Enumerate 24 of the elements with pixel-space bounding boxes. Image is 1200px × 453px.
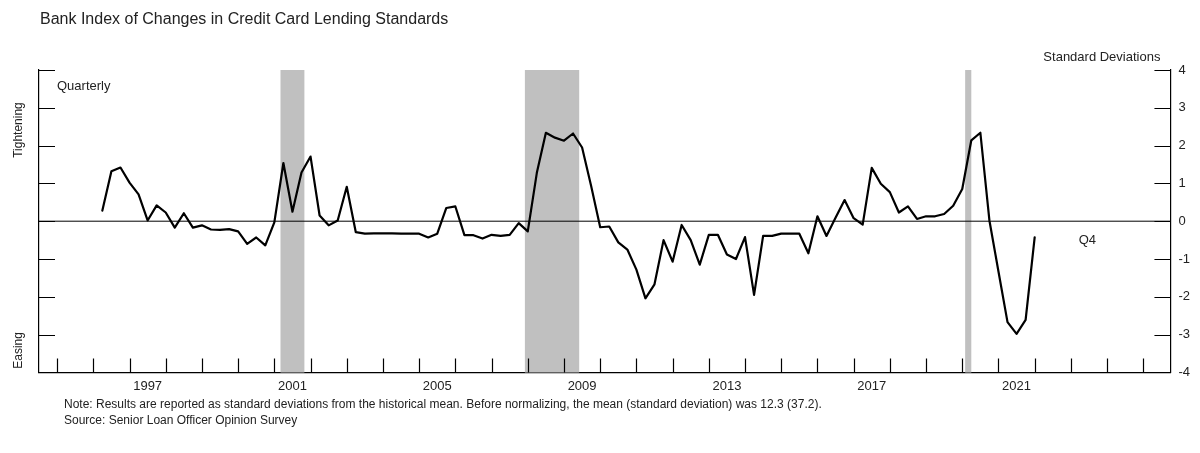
y-tick-label: -1 (1178, 250, 1190, 266)
x-tick-label: 2013 (712, 377, 742, 393)
y-tick-label: -4 (1178, 363, 1190, 379)
y-axis-title: Standard Deviations (1043, 49, 1161, 65)
text: Tightening (11, 102, 26, 158)
x-tick-label: 2009 (567, 377, 597, 393)
annotation: Q4 (1078, 232, 1097, 248)
y-tick-label: 4 (1178, 61, 1186, 77)
chart-title: Bank Index of Changes in Credit Card Lending Standards (40, 10, 449, 28)
source-note: Source: Senior Loan Officer Opinion Survey (64, 412, 299, 428)
annotation: Quarterly (57, 78, 111, 94)
x-tick-label: 2017 (857, 377, 887, 393)
text: Easing (11, 332, 26, 369)
x-tick-label: 1997 (133, 377, 163, 393)
y-tick-label: 1 (1178, 174, 1186, 190)
text: Note: Results are reported as standard deviations from the historical mean. Before normalizing, the mean (standard deviation) was 12.3 (37.2). (64, 396, 822, 412)
x-tick-label: 2005 (422, 377, 452, 393)
x-tick-label: 2001 (277, 377, 307, 393)
y-tick-label: 3 (1178, 99, 1186, 115)
x-tick-label: 2021 (1002, 377, 1032, 393)
y-tick-label: -2 (1178, 288, 1190, 304)
y-tick-label: -3 (1178, 326, 1190, 342)
y-tick-label: 0 (1178, 212, 1186, 228)
y-tick-label: 2 (1178, 137, 1186, 153)
